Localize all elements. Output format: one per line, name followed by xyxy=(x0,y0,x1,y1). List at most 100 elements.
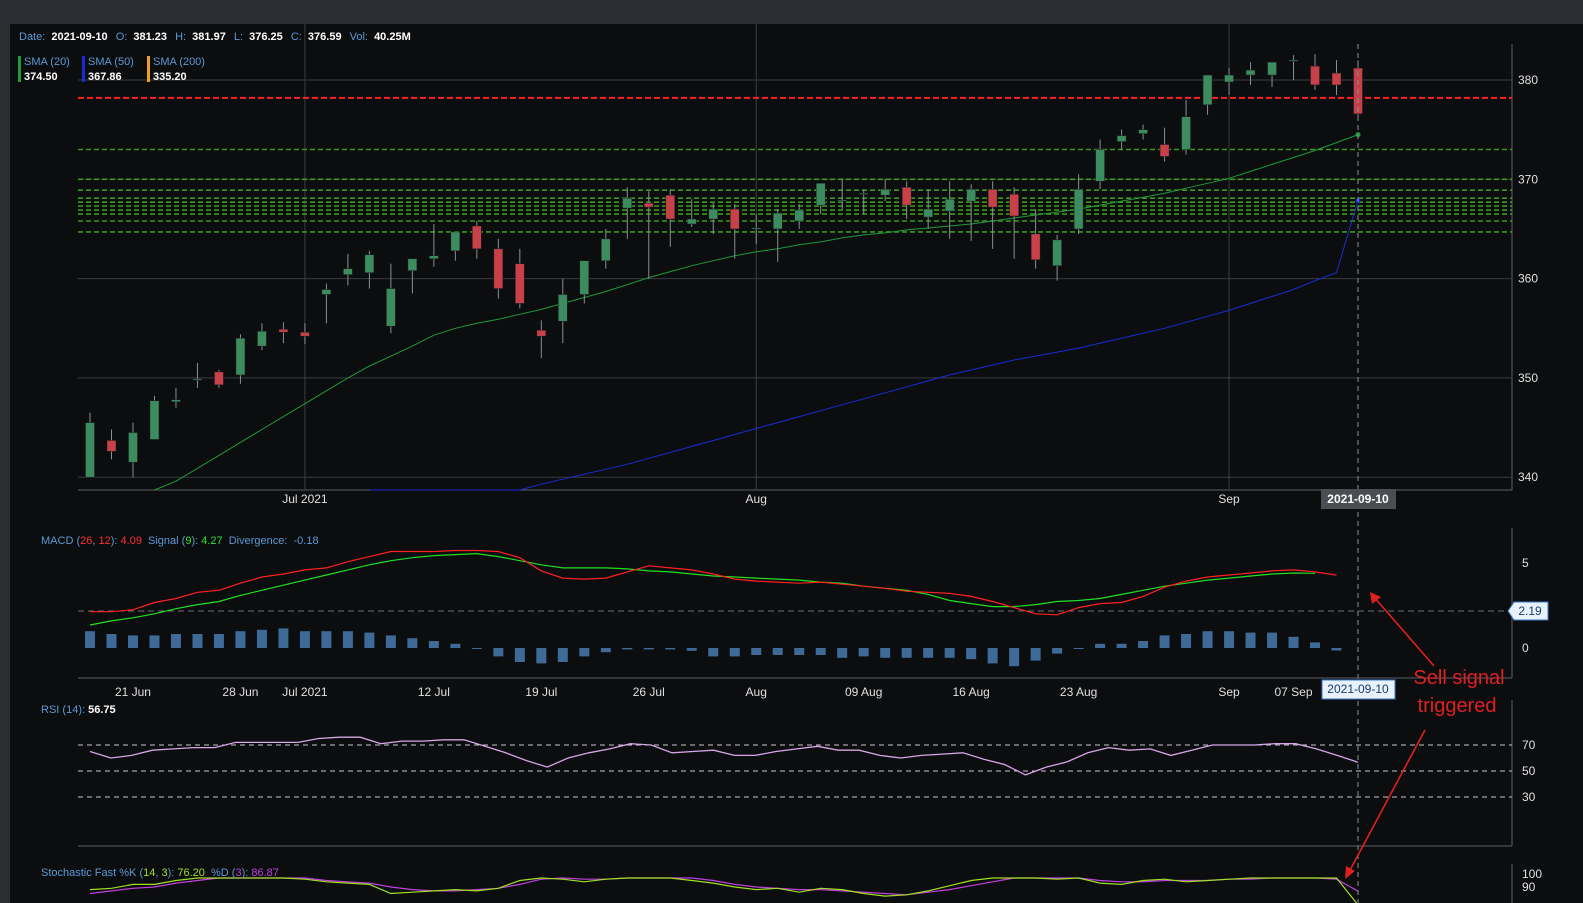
macd-histogram-bar xyxy=(837,648,848,658)
macd-histogram-bar xyxy=(192,634,203,648)
price-tick-label: 380 xyxy=(1518,73,1538,87)
annotation-arrowhead-upper xyxy=(1370,592,1381,604)
macd-histogram-bar xyxy=(901,648,912,658)
annotation-arrow-lower xyxy=(1348,729,1426,873)
macd-histogram-bar xyxy=(364,632,375,648)
date-value: 2021-09-10 xyxy=(51,31,107,43)
macd-histogram-bar xyxy=(966,648,977,660)
date-axis-labels: 21 Jun 28 Jun Jul 2021 12 Jul 19 Jul 26 Jul Au… xyxy=(115,685,1313,699)
macd-histogram-bar xyxy=(772,648,783,655)
candle-body xyxy=(407,258,418,271)
annotation-line-1: Sell signal xyxy=(1413,667,1504,689)
macd-histogram-bar xyxy=(665,648,676,650)
date-axis-label: 07 Sep xyxy=(1275,685,1313,699)
candle-body xyxy=(235,337,246,376)
rsi-line-path xyxy=(89,736,1359,776)
candle-body xyxy=(1181,116,1191,150)
candle-body xyxy=(601,238,611,261)
macd-histogram-bar xyxy=(1009,648,1020,667)
macd-histogram-bar xyxy=(321,631,332,648)
sma20-legend-value: 374.50 xyxy=(24,71,58,83)
stochastic-lines xyxy=(89,877,1359,903)
candle-body xyxy=(450,231,461,252)
price-tick-label: 350 xyxy=(1518,371,1538,385)
sma-legend: SMA (20) 374.50 SMA (50) 367.86 SMA (200… xyxy=(18,56,205,83)
sma20-legend-label: SMA (20) xyxy=(24,56,70,68)
macd-histogram-bar xyxy=(751,648,762,655)
candle-body xyxy=(687,218,697,225)
low-value: 376.25 xyxy=(249,31,283,43)
macd-histogram-bar xyxy=(600,648,611,653)
macd-histogram-bar xyxy=(1267,632,1278,648)
date-axis-label: 28 Jun xyxy=(222,685,258,699)
annotation-arrowhead-lower xyxy=(1345,866,1355,879)
date-axis-label: 12 Jul xyxy=(418,685,450,699)
candle-body xyxy=(837,199,847,202)
candle-body xyxy=(751,227,761,230)
candle-body xyxy=(1331,72,1342,86)
sma20-line xyxy=(154,134,1359,491)
date-axis-label: 09 Aug xyxy=(845,685,882,699)
macd-histogram-bar xyxy=(1116,643,1127,648)
stochastic-k-value: 76.20 xyxy=(177,867,205,879)
price-gridlines xyxy=(78,24,1512,490)
date-axis-label: 23 Aug xyxy=(1060,685,1097,699)
candle-body xyxy=(149,400,160,440)
sma50-line xyxy=(369,200,1359,491)
price-tick-label: 360 xyxy=(1518,272,1538,286)
candle-body xyxy=(966,188,976,202)
rsi-name: RSI xyxy=(41,704,59,716)
price-date-label: Jul 2021 xyxy=(282,492,328,506)
macd-crosshair-date-label: 2021-09-10 xyxy=(1327,682,1389,696)
macd-histogram-bar xyxy=(1331,648,1342,651)
candle-body xyxy=(1009,193,1019,217)
macd-histogram-bar xyxy=(643,648,654,650)
rsi-tick-label: 50 xyxy=(1522,764,1536,778)
price-axis-ticks: 380 370 360 350 340 xyxy=(1518,73,1538,484)
date-axis-label: Jul 2021 xyxy=(282,685,328,699)
macd-histogram-bar xyxy=(407,638,418,648)
candle-body xyxy=(923,208,933,218)
candle-body xyxy=(944,198,955,212)
macd-line xyxy=(90,549,1337,616)
annotation-arrow-upper xyxy=(1373,596,1435,667)
macd-value: 4.09 xyxy=(121,535,142,547)
crosshair-date-label: 2021-09-10 xyxy=(1327,492,1389,506)
signal-line xyxy=(89,552,1316,626)
candle-body xyxy=(665,194,676,220)
stochastic-d-period: 3 xyxy=(235,867,241,879)
left-toolbar xyxy=(0,24,10,903)
rsi-line xyxy=(89,736,1359,776)
stochastic-k-smoothing: 3 xyxy=(161,867,167,879)
open-label: O: xyxy=(116,31,128,43)
date-axis-label: 21 Jun xyxy=(115,685,151,699)
sma200-legend-value: 335.20 xyxy=(153,71,187,83)
macd-histogram-bar xyxy=(1073,648,1084,649)
candle-body xyxy=(644,202,654,208)
macd-histogram-bar xyxy=(944,648,955,658)
macd-histogram-bar xyxy=(85,631,95,648)
sell-signal-annotation: Sell signal triggered xyxy=(1345,592,1505,879)
candle-body xyxy=(214,371,224,386)
macd-histogram-bar xyxy=(686,648,697,651)
candle-body xyxy=(815,183,826,206)
candle-body xyxy=(1245,69,1256,76)
sma20-swatch xyxy=(18,56,21,82)
candle-body xyxy=(1224,74,1234,83)
candle-body xyxy=(257,330,267,347)
macd-crosshair-date-box xyxy=(1321,679,1396,700)
top-toolbar xyxy=(0,0,1583,24)
volume-value: 40.25M xyxy=(374,31,411,43)
candle-body xyxy=(386,288,396,327)
candle-body xyxy=(85,422,95,478)
rsi-header: RSI (14): 56.75 xyxy=(41,704,116,716)
price-date-label: Aug xyxy=(746,492,767,506)
macd-histogram-bar xyxy=(256,629,267,648)
volume-label: Vol: xyxy=(350,31,368,43)
macd-histogram-bar xyxy=(235,631,246,648)
macd-marker-value: 2.19 xyxy=(1518,604,1542,618)
macd-histogram xyxy=(85,628,1342,667)
candle-body xyxy=(1052,239,1062,266)
stochastic-k-period: 14 xyxy=(143,867,155,879)
